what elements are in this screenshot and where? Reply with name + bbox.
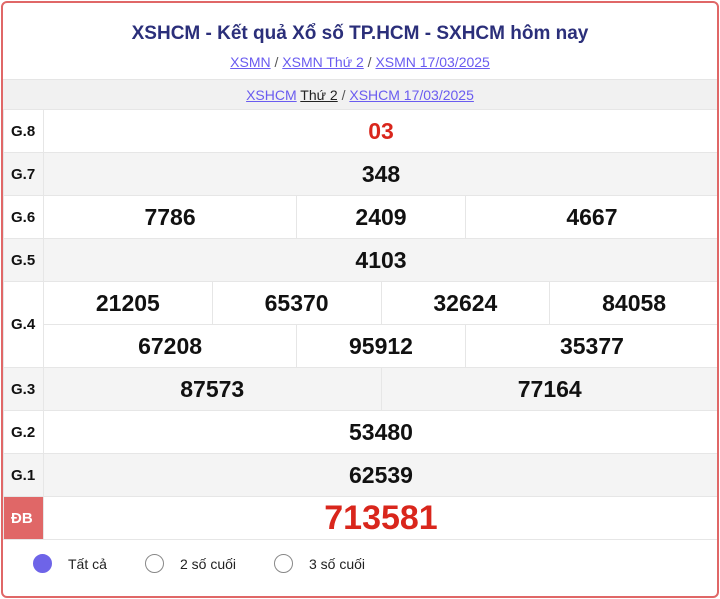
filter-label: 3 số cuối bbox=[309, 555, 366, 572]
prize-number: 53480 bbox=[43, 410, 717, 454]
prize-number: 84058 bbox=[549, 281, 717, 325]
prize-number: 21205 bbox=[43, 281, 213, 325]
prize-label: G.6 bbox=[3, 195, 44, 239]
row-g1: G.1 62539 bbox=[3, 453, 717, 497]
prize-label: G.5 bbox=[3, 238, 44, 282]
row-g2: G.2 53480 bbox=[3, 410, 717, 454]
row-g4: G.4 21205 65370 32624 84058 bbox=[3, 281, 717, 368]
prize-label: G.1 bbox=[3, 453, 44, 497]
row-g7: G.7 348 bbox=[3, 152, 717, 196]
prize-number: 65370 bbox=[211, 281, 382, 325]
row-g4b: 67208 95912 35377 bbox=[4, 324, 717, 368]
prize-number: 87573 bbox=[43, 367, 382, 411]
prize-number: 67208 bbox=[42, 324, 298, 368]
prize-number: 4667 bbox=[464, 195, 717, 239]
prize-number: 03 bbox=[43, 109, 717, 153]
special-prize-number: 713581 bbox=[43, 496, 717, 540]
link-xshcm-date[interactable]: XSHCM 17/03/2025 bbox=[349, 87, 474, 103]
sub-breadcrumb: XSHCM Thứ 2 / XSHCM 17/03/2025 bbox=[3, 79, 717, 109]
prize-number: 95912 bbox=[296, 324, 466, 368]
prize-label: G.4 bbox=[3, 281, 44, 368]
radio-icon[interactable] bbox=[274, 554, 293, 573]
link-xsmn-thu2[interactable]: XSMN Thứ 2 bbox=[282, 54, 364, 70]
link-xshcm-weekday[interactable]: Thứ 2 bbox=[300, 87, 338, 103]
prize-number: 348 bbox=[43, 152, 717, 196]
page-title: XSHCM - Kết quả Xổ số TP.HCM - SXHCM hôm… bbox=[131, 23, 589, 44]
row-g6: G.6 7786 2409 4667 bbox=[3, 195, 717, 239]
prize-label: ĐB bbox=[3, 496, 44, 540]
prize-label: G.7 bbox=[3, 152, 44, 196]
row-db: ĐB 713581 bbox=[3, 496, 717, 540]
filter-label: 2 số cuối bbox=[180, 555, 237, 572]
filter-label: Tất cả bbox=[68, 555, 107, 572]
prize-number: 4103 bbox=[43, 238, 717, 282]
prize-number: 62539 bbox=[43, 453, 717, 497]
link-xshcm[interactable]: XSHCM bbox=[246, 87, 297, 103]
filter-all[interactable]: Tất cả bbox=[33, 554, 107, 573]
prize-label: G.2 bbox=[3, 410, 44, 454]
breadcrumb: XSMN / XSMN Thứ 2 / XSMN 17/03/2025 bbox=[230, 54, 490, 70]
row-g5: G.5 4103 bbox=[3, 238, 717, 282]
prize-label: G.8 bbox=[3, 109, 44, 153]
prize-label: G.3 bbox=[3, 367, 44, 411]
radio-icon[interactable] bbox=[145, 554, 164, 573]
prize-number: 35377 bbox=[464, 324, 717, 368]
prize-number: 32624 bbox=[380, 281, 551, 325]
filter-3-digits[interactable]: 3 số cuối bbox=[274, 554, 365, 573]
radio-selected-icon[interactable] bbox=[33, 554, 52, 573]
prize-number: 77164 bbox=[380, 367, 717, 411]
prize-number: 7786 bbox=[42, 195, 298, 239]
filter-2-digits[interactable]: 2 số cuối bbox=[145, 554, 236, 573]
prize-number: 2409 bbox=[296, 195, 466, 239]
link-xsmn-date[interactable]: XSMN 17/03/2025 bbox=[375, 54, 490, 70]
link-xsmn[interactable]: XSMN bbox=[230, 54, 271, 70]
results-table: G.8 03 G.7 348 G.6 7786 2409 4667 G.5 4103 G.4… bbox=[3, 109, 717, 540]
row-g8: G.8 03 bbox=[3, 109, 717, 153]
row-g3: G.3 87573 77164 bbox=[3, 367, 717, 411]
